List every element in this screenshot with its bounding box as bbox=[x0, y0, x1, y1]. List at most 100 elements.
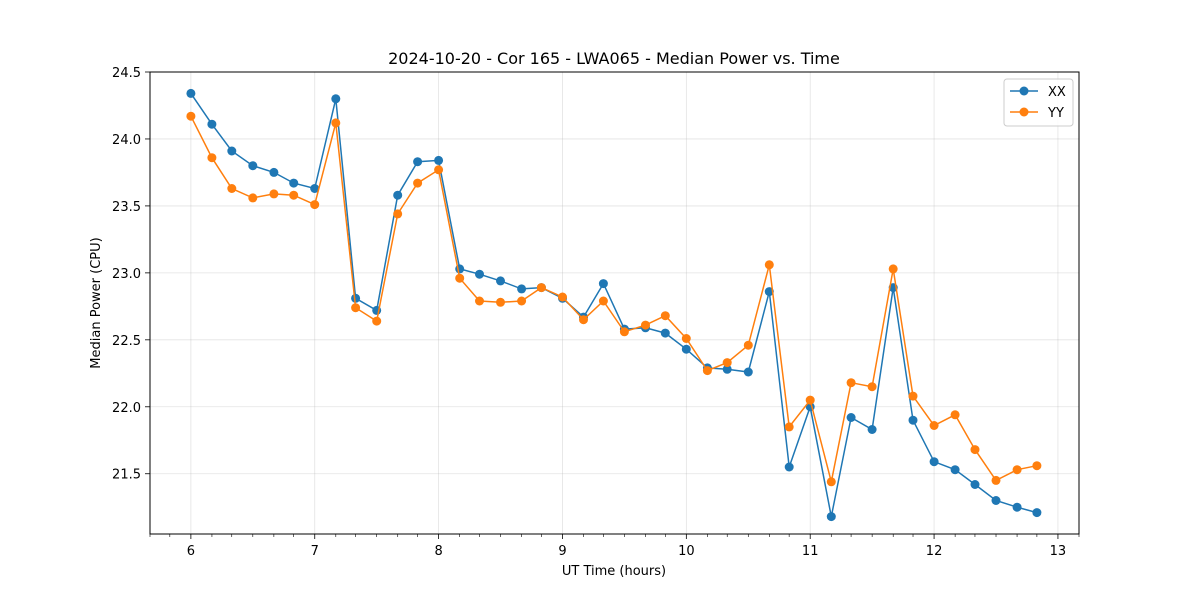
data-point-yy bbox=[598, 296, 608, 306]
x-tick-label: 11 bbox=[802, 544, 819, 559]
data-point-yy bbox=[846, 378, 856, 388]
data-point-xx bbox=[413, 157, 423, 167]
x-tick-label: 7 bbox=[311, 544, 319, 559]
x-tick-label: 8 bbox=[434, 544, 442, 559]
data-point-yy bbox=[289, 190, 299, 200]
data-point-yy bbox=[764, 260, 774, 270]
chart-title: 2024-10-20 - Cor 165 - LWA065 - Median P… bbox=[388, 49, 840, 68]
y-tick-label: 23.0 bbox=[112, 267, 141, 282]
data-point-yy bbox=[372, 316, 382, 326]
legend-label-xx: XX bbox=[1048, 85, 1066, 100]
y-axis-label: Median Power (CPU) bbox=[89, 237, 104, 368]
y-tick-label: 23.5 bbox=[112, 200, 141, 215]
data-point-yy bbox=[269, 189, 279, 199]
data-point-xx bbox=[846, 413, 856, 422]
data-point-yy bbox=[784, 422, 794, 432]
y-tick-label: 24.0 bbox=[112, 133, 141, 148]
data-point-xx bbox=[496, 276, 505, 286]
data-point-xx bbox=[950, 465, 960, 475]
data-point-xx bbox=[289, 178, 299, 188]
data-point-xx bbox=[991, 496, 1001, 505]
data-point-yy bbox=[950, 410, 960, 420]
data-point-xx bbox=[227, 146, 237, 156]
data-point-xx bbox=[248, 161, 258, 171]
data-point-yy bbox=[908, 391, 918, 401]
x-tick-label: 9 bbox=[558, 544, 566, 559]
data-point-yy bbox=[660, 311, 670, 321]
data-point-yy bbox=[434, 165, 444, 175]
data-point-yy bbox=[681, 334, 691, 343]
data-point-xx bbox=[207, 119, 217, 129]
y-tick-label: 22.5 bbox=[112, 334, 141, 349]
data-point-yy bbox=[331, 118, 341, 128]
data-point-xx bbox=[475, 269, 484, 279]
data-point-yy bbox=[517, 296, 527, 306]
y-tick-label: 22.0 bbox=[112, 401, 141, 416]
series-line-yy bbox=[190, 115, 1038, 482]
data-point-xx bbox=[867, 425, 877, 434]
data-point-yy bbox=[579, 315, 588, 325]
data-point-yy bbox=[867, 382, 877, 392]
x-tick-label: 13 bbox=[1050, 544, 1067, 559]
data-point-xx bbox=[186, 88, 196, 98]
legend-marker-xx bbox=[1019, 86, 1029, 96]
data-point-yy bbox=[805, 395, 815, 405]
data-point-xx bbox=[908, 415, 918, 425]
data-point-yy bbox=[207, 153, 217, 163]
legend-label-yy: YY bbox=[1047, 106, 1064, 121]
data-point-yy bbox=[351, 303, 361, 313]
data-point-yy bbox=[619, 327, 629, 337]
data-point-yy bbox=[310, 200, 320, 210]
data-point-xx bbox=[764, 287, 774, 297]
data-point-yy bbox=[970, 445, 980, 455]
data-point-yy bbox=[722, 358, 732, 368]
data-point-yy bbox=[186, 111, 196, 121]
data-point-yy bbox=[536, 283, 546, 293]
legend: XX YY bbox=[1003, 78, 1074, 127]
data-point-yy bbox=[393, 209, 403, 219]
y-tick-label: 24.5 bbox=[112, 66, 141, 81]
data-point-yy bbox=[558, 292, 567, 302]
data-point-xx bbox=[826, 512, 836, 522]
legend-marker-yy bbox=[1019, 107, 1029, 117]
data-point-xx bbox=[434, 155, 444, 165]
data-point-yy bbox=[826, 477, 836, 487]
data-point-xx bbox=[310, 184, 320, 193]
data-point-xx bbox=[517, 284, 527, 294]
data-point-yy bbox=[248, 193, 258, 203]
data-point-xx bbox=[660, 328, 670, 338]
x-tick-label: 12 bbox=[926, 544, 943, 559]
data-point-yy bbox=[929, 421, 939, 430]
data-point-xx bbox=[598, 279, 608, 289]
data-point-xx bbox=[393, 190, 403, 200]
x-axis-ticks: 6 7 8 9 10 11 12 13 bbox=[149, 534, 1080, 559]
x-axis-label: UT Time (hours) bbox=[562, 564, 666, 579]
y-axis-ticks: 21.5 22.0 22.5 23.0 23.5 24.0 24.5 bbox=[112, 66, 150, 483]
data-point-yy bbox=[1012, 465, 1022, 475]
data-point-yy bbox=[743, 340, 753, 350]
data-point-yy bbox=[1032, 461, 1042, 471]
data-point-yy bbox=[455, 273, 465, 283]
data-point-yy bbox=[475, 296, 484, 306]
data-point-xx bbox=[331, 94, 341, 104]
grid bbox=[150, 71, 1079, 534]
data-point-yy bbox=[413, 178, 423, 188]
data-point-xx bbox=[681, 344, 691, 354]
data-point-yy bbox=[991, 475, 1001, 485]
x-tick-label: 6 bbox=[187, 544, 195, 559]
data-point-xx bbox=[1032, 508, 1042, 518]
data-point-yy bbox=[888, 264, 898, 274]
x-tick-label: 10 bbox=[678, 544, 695, 559]
data-point-xx bbox=[784, 462, 794, 472]
y-tick-label: 21.5 bbox=[112, 468, 141, 483]
data-point-xx bbox=[1012, 502, 1022, 512]
data-point-yy bbox=[702, 366, 712, 376]
data-point-xx bbox=[269, 167, 279, 177]
data-point-xx bbox=[351, 293, 361, 303]
data-point-xx bbox=[743, 367, 753, 377]
series-line-xx bbox=[190, 92, 1038, 517]
plot-frame bbox=[149, 71, 1080, 535]
plot-series bbox=[186, 88, 1042, 522]
data-point-xx bbox=[722, 364, 732, 374]
